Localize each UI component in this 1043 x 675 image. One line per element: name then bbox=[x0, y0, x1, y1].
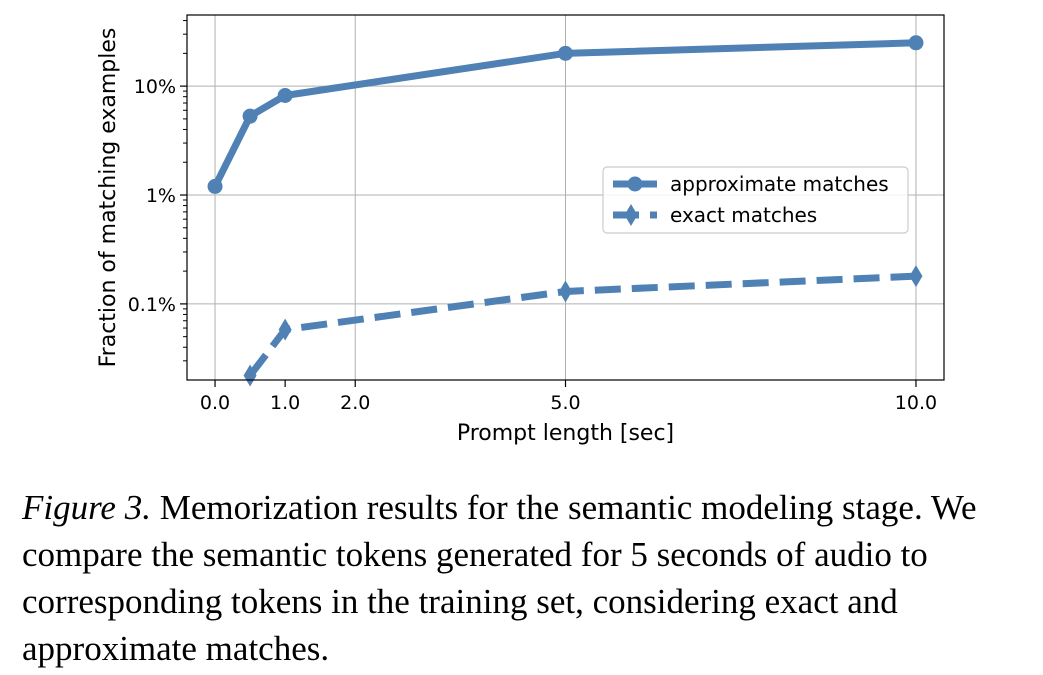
data-point bbox=[242, 108, 258, 124]
data-point bbox=[207, 178, 223, 194]
legend-label: exact matches bbox=[670, 203, 817, 227]
ticks: 0.1% 1% 10% 0.0 1.0 2.0 5.0 10.0 bbox=[128, 20, 937, 414]
series-line bbox=[247, 272, 917, 378]
chart: 0.1% 1% 10% 0.0 1.0 2.0 5.0 10.0 Prompt length … bbox=[96, 14, 945, 446]
data-point bbox=[908, 35, 924, 51]
x-tick-label: 5.0 bbox=[550, 392, 580, 414]
series-exact-matches bbox=[243, 265, 923, 387]
caption-text: Memorization results for the semantic mo… bbox=[22, 488, 977, 668]
legend-label: approximate matches bbox=[670, 172, 889, 196]
series-approximate-matches bbox=[207, 35, 924, 194]
legend-box bbox=[602, 166, 909, 234]
data-point bbox=[277, 88, 293, 104]
data-point bbox=[278, 318, 292, 341]
y-tick-label: 10% bbox=[134, 76, 176, 98]
y-axis-label: Fraction of matching examples bbox=[96, 28, 121, 368]
y-tick-label: 0.1% bbox=[128, 294, 176, 316]
legend-item: exact matches bbox=[613, 203, 817, 227]
data-point bbox=[558, 45, 573, 61]
data-point bbox=[559, 280, 572, 303]
data-point bbox=[243, 364, 257, 387]
figure-label: Figure 3. bbox=[22, 488, 151, 527]
x-tick-label: 2.0 bbox=[340, 392, 370, 414]
legend-marker bbox=[627, 176, 643, 192]
figure-caption: Figure 3. Memorization results for the s… bbox=[22, 484, 1032, 672]
series-layer bbox=[207, 35, 924, 387]
x-axis-label: Prompt length [sec] bbox=[457, 421, 674, 446]
legend-item: approximate matches bbox=[613, 172, 889, 196]
x-tick-label: 0.0 bbox=[200, 392, 230, 414]
x-tick-label: 1.0 bbox=[270, 392, 300, 414]
grid-lines bbox=[187, 15, 944, 380]
x-tick-label: 10.0 bbox=[895, 392, 937, 414]
data-point bbox=[909, 265, 923, 288]
y-tick-label: 1% bbox=[146, 185, 176, 207]
legend: approximate matches exact matches bbox=[602, 166, 909, 234]
legend-marker bbox=[624, 204, 638, 226]
